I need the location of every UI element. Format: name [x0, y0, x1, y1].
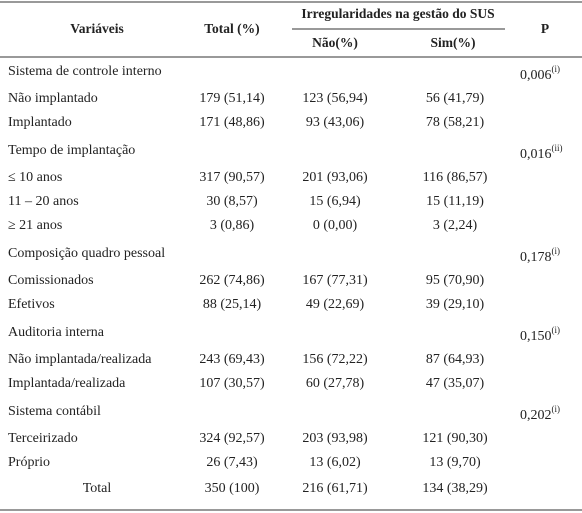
- cell: 26 (7,43): [206, 455, 258, 470]
- p-note: (i): [552, 404, 561, 414]
- p-value: 0,006(i): [520, 64, 560, 83]
- section-title: Auditoria interna: [8, 325, 105, 340]
- p-note: (i): [552, 64, 561, 74]
- cell: 88 (25,14): [203, 297, 262, 312]
- cell: 123 (56,94): [302, 91, 368, 106]
- header: Total (%): [204, 21, 259, 36]
- total-label: Total: [83, 481, 112, 496]
- header: Variáveis: [70, 21, 124, 36]
- cell: 203 (93,98): [302, 431, 368, 446]
- header: Irregularidades na gestão do SUS: [301, 6, 494, 21]
- section-title: Sistema contábil: [8, 404, 101, 419]
- cell: 201 (93,06): [302, 170, 368, 185]
- cell: 134 (38,29): [422, 481, 488, 496]
- row-label: Terceirizado: [8, 431, 78, 446]
- cell: 116 (86,57): [423, 170, 488, 185]
- cell: 95 (70,90): [426, 273, 485, 288]
- p-value: 0,150(i): [520, 325, 560, 344]
- row-label: Próprio: [8, 455, 50, 470]
- p-value: 0,016: [520, 147, 552, 162]
- cell: 107 (30,57): [199, 376, 265, 391]
- row-label: Efetivos: [8, 297, 55, 312]
- cell: 15 (11,19): [426, 194, 484, 209]
- cell: 93 (43,06): [306, 115, 365, 130]
- header: P: [541, 21, 549, 36]
- section-title: Composição quadro pessoal: [8, 246, 165, 261]
- section-title: Sistema de controle interno: [8, 64, 162, 79]
- row-label: Implantado: [8, 115, 72, 130]
- row-label: ≥ 21 anos: [8, 218, 62, 233]
- cell: 262 (74,86): [199, 273, 265, 288]
- cell: 78 (58,21): [426, 115, 485, 130]
- row-label: Não implantado: [8, 91, 98, 106]
- header: Não(%): [312, 35, 358, 50]
- cell: 0 (0,00): [313, 218, 358, 233]
- cell: 171 (48,86): [199, 115, 265, 130]
- cell: 13 (9,70): [429, 455, 481, 470]
- cell: 3 (2,24): [433, 218, 478, 233]
- row-label: Não implantada/realizada: [8, 352, 152, 367]
- cell: 39 (29,10): [426, 297, 485, 312]
- row-label: Comissionados: [8, 273, 94, 288]
- cell: 216 (61,71): [302, 481, 368, 496]
- cell: 49 (22,69): [306, 297, 365, 312]
- row-label: ≤ 10 anos: [8, 170, 62, 185]
- cell: 60 (27,78): [306, 376, 365, 391]
- row-label: 11 – 20 anos: [8, 194, 79, 209]
- cell: 167 (77,31): [302, 273, 368, 288]
- p-value: 0,178: [520, 250, 552, 265]
- p-value: 0,150: [520, 329, 552, 344]
- cell: 317 (90,57): [199, 170, 265, 185]
- cell: 156 (72,22): [302, 352, 368, 367]
- p-value: 0,178(i): [520, 246, 560, 265]
- p-value: 0,006: [520, 68, 552, 83]
- row-label: Implantada/realizada: [8, 376, 126, 391]
- cell: 13 (6,02): [309, 455, 361, 470]
- cell: 324 (92,57): [199, 431, 265, 446]
- p-note: (i): [552, 325, 561, 335]
- cell: 350 (100): [205, 481, 260, 496]
- cell: 30 (8,57): [206, 194, 258, 209]
- p-value: 0,202(i): [520, 404, 560, 423]
- cell: 87 (64,93): [426, 352, 485, 367]
- cell: 47 (35,07): [426, 376, 485, 391]
- p-note: (i): [552, 246, 561, 256]
- p-note: (ii): [552, 143, 563, 153]
- cell: 15 (6,94): [309, 194, 361, 209]
- p-value: 0,202: [520, 408, 552, 423]
- cell: 3 (0,86): [210, 218, 255, 233]
- p-value: 0,016(ii): [520, 143, 563, 162]
- section-title: Tempo de implantação: [8, 143, 135, 158]
- cell: 179 (51,14): [199, 91, 265, 106]
- cell: 243 (69,43): [199, 352, 265, 367]
- cell: 121 (90,30): [422, 431, 488, 446]
- cell: 56 (41,79): [426, 91, 485, 106]
- header: Sim(%): [431, 35, 476, 50]
